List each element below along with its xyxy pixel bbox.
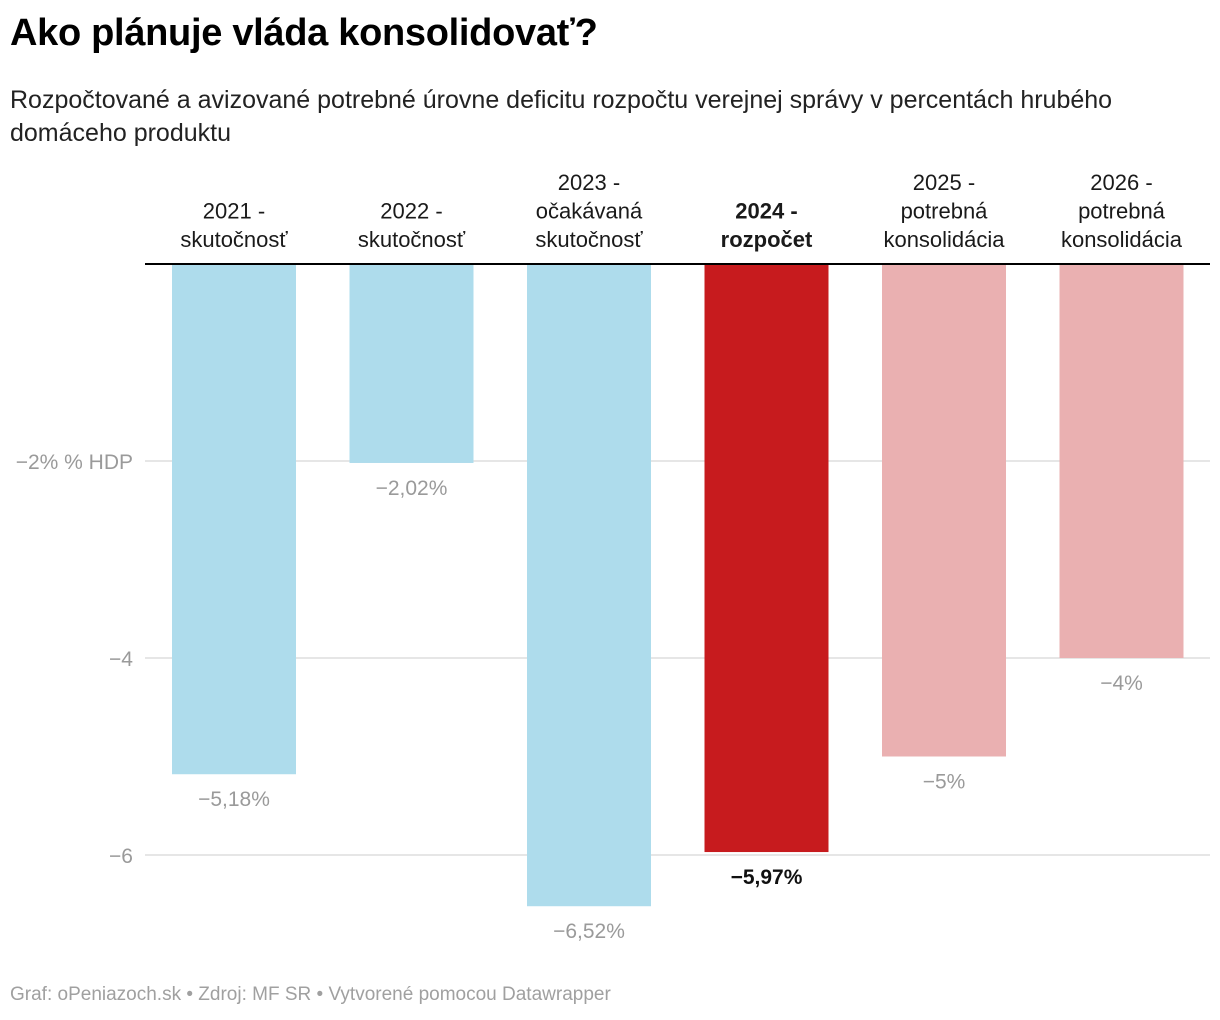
category-label: skutočnosť [535, 227, 643, 252]
category-label: 2025 - [913, 170, 975, 195]
chart-title: Ako plánuje vláda konsolidovať? [10, 12, 598, 54]
bar-actual [349, 264, 474, 463]
y-tick-label: −2% % HDP [16, 451, 133, 474]
bar-value-label: −5,97% [731, 866, 803, 889]
bar-value-label: −5,18% [198, 788, 270, 811]
bar-planned [1059, 264, 1184, 658]
bar-value-label: −2,02% [376, 477, 448, 500]
category-label: potrebná [1078, 199, 1166, 224]
category-label: potrebná [901, 199, 989, 224]
bar-value-label: −4% [1100, 672, 1143, 695]
bar-actual [172, 264, 296, 775]
category-label: očakávaná [536, 199, 643, 224]
y-tick-label: −6 [109, 845, 133, 868]
bar-planned [882, 264, 1006, 757]
category-label: 2026 - [1090, 170, 1152, 195]
category-label: skutočnosť [358, 227, 466, 252]
chart-subtitle: Rozpočtované a avizované potrebné úrovne… [10, 86, 1113, 147]
category-label: konsolidácia [883, 227, 1005, 252]
chart-footer: Graf: oPeniazoch.sk • Zdroj: MF SR • Vyt… [10, 984, 611, 1005]
category-label: konsolidácia [1061, 227, 1183, 252]
category-label: skutočnosť [180, 227, 288, 252]
category-label: 2021 - [203, 199, 265, 224]
category-label: rozpočet [721, 227, 813, 252]
bar-value-label: −6,52% [553, 920, 625, 943]
bar-value-label: −5% [923, 771, 966, 794]
category-label: 2024 - [735, 199, 797, 224]
bar-actual [527, 264, 651, 907]
y-tick-label: −4 [109, 648, 133, 671]
category-label: 2023 - [558, 170, 620, 195]
category-label: 2022 - [380, 199, 442, 224]
bar-budget [704, 264, 829, 853]
